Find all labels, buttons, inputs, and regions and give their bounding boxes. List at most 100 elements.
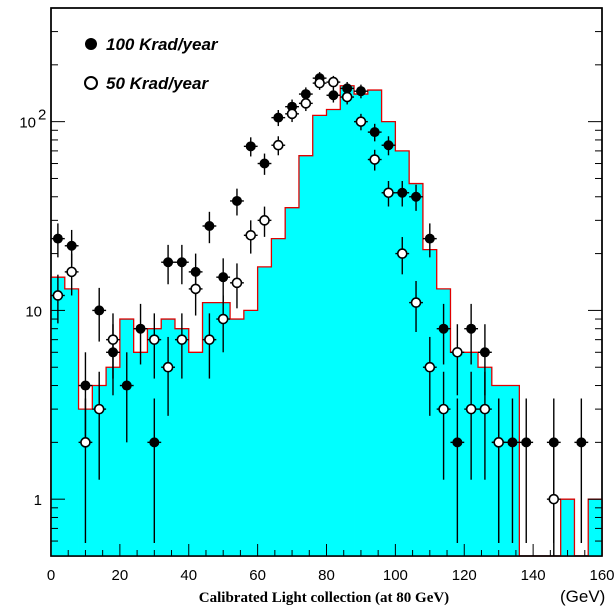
x-axis-unit: (GeV) [560,587,605,606]
series-50krad [51,75,561,556]
data-point-open [479,403,491,415]
data-point-open [149,334,160,345]
histogram-bar [381,121,396,556]
data-point-filled [259,158,270,169]
data-point-filled [121,380,132,391]
y-tick-label: 1 [34,492,42,509]
histogram-bar [588,499,603,556]
x-tick-label: 160 [589,567,614,584]
data-point-filled [218,272,229,283]
histogram-bar [340,85,355,556]
data-point-filled [176,257,187,268]
histogram-bar [243,310,259,556]
data-point-open [314,77,325,89]
data-point-filled [80,380,91,391]
data-point-open [66,266,77,278]
data-point-open [328,76,339,88]
data-point-filled [383,140,394,151]
data-point-open [231,277,243,289]
data-point-filled [397,187,408,198]
data-point-filled [245,141,256,152]
data-point-filled [204,221,215,232]
data-point-open [410,297,422,308]
data-point-open [204,334,215,345]
x-tick-label: 140 [521,567,546,584]
histogram-bar [367,90,382,556]
histogram-bar [312,115,327,557]
data-point-open [438,403,449,415]
x-tick-label: 120 [452,567,477,584]
data-point-open [286,108,298,120]
x-axis-label: Calibrated Light collection (at 80 GeV) [199,590,449,606]
data-point-open [162,361,174,373]
x-tick-label: 20 [112,567,129,584]
data-point-filled [163,257,174,268]
data-point-filled [355,86,366,97]
legend-marker-open [84,76,98,90]
y-tick-label: 10 [19,115,36,132]
data-point-filled [231,195,242,206]
data-point-filled [424,233,435,244]
histogram-bar [188,352,203,556]
histogram-bar [271,238,286,556]
data-point-open [245,229,257,241]
data-point-filled [328,90,339,101]
histogram-bar [64,288,79,556]
data-point-filled [52,233,63,244]
histogram-bar [298,155,314,556]
data-point-filled [466,323,477,334]
data-point-open [465,403,477,415]
series-100krad [51,72,589,544]
histogram-bar [326,109,341,557]
data-point-filled [149,437,160,448]
data-point-open [93,403,105,415]
x-tick-label: 40 [180,567,197,584]
histogram-bar [161,319,176,556]
data-point-open [176,334,188,345]
histogram-bar [230,319,245,556]
data-point-open [80,437,91,448]
histogram-outline [50,85,603,557]
data-point-filled [369,127,380,138]
data-point-filled [300,89,311,100]
data-point-open [217,313,229,325]
data-point-open [190,283,201,295]
data-point-open [452,346,463,358]
x-tick-label: 80 [318,567,335,584]
data-point-filled [479,347,490,358]
data-point-filled [94,305,105,316]
data-point-open [259,215,270,226]
data-point-filled [507,437,518,448]
series-layer [51,72,589,556]
data-point-filled [66,240,77,251]
data-point-open [396,248,408,259]
data-point-filled [521,437,532,448]
y-tick-exponent: 2 [38,107,46,124]
x-tick-label: 100 [383,567,408,584]
data-point-open [424,361,436,373]
histogram-bar [174,328,190,556]
data-point-open [355,116,367,127]
data-point-open [548,493,560,505]
data-point-open [493,437,504,448]
data-point-filled [273,112,284,123]
data-point-open [52,290,64,301]
data-point-filled [576,437,587,448]
histogram-bar [133,352,148,556]
histogram-bar [216,302,231,556]
histogram-bar [51,277,66,556]
data-point-filled [342,83,353,94]
histogram-bar [560,499,575,556]
legend-marker-filled [85,38,97,50]
data-point-open [300,98,312,109]
histogram-bar [395,150,410,556]
x-tick-label: 60 [249,567,266,584]
histogram-bar [106,367,121,556]
x-tick-label: 0 [47,567,55,584]
data-point-open [341,91,353,103]
legend-label-50krad: 50 Krad/year [106,74,209,93]
legend-label-100krad: 100 Krad/year [106,35,219,54]
legend: 100 Krad/year 50 Krad/year [84,35,219,93]
